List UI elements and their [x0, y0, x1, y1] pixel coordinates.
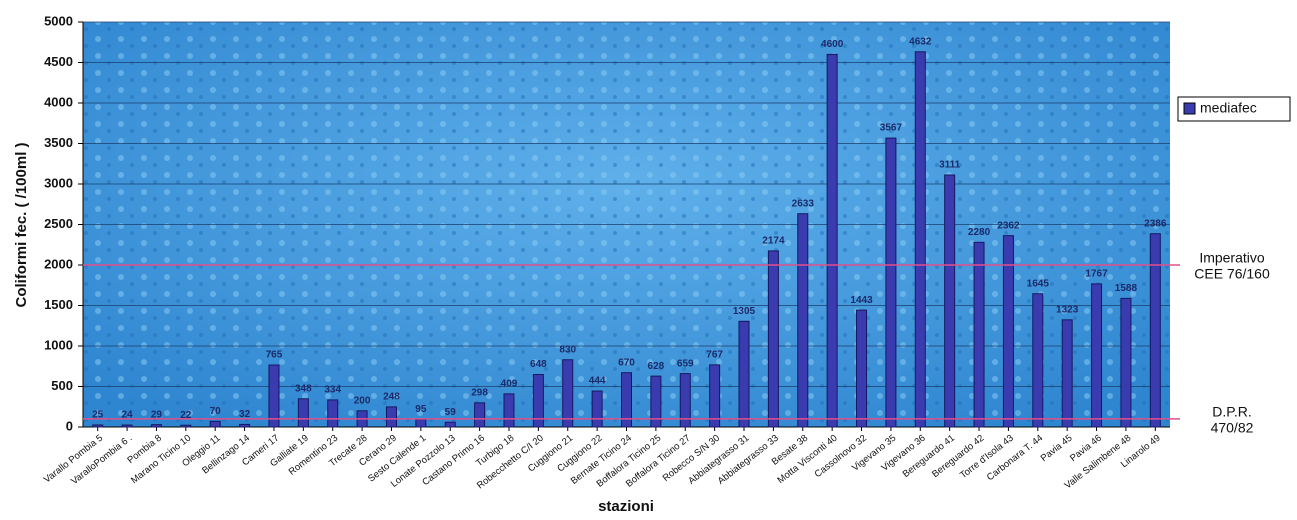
y-tick-label: 2500: [44, 216, 73, 231]
value-label: 1645: [1027, 278, 1050, 289]
bar: [739, 321, 749, 427]
bar: [475, 403, 485, 427]
bar: [298, 399, 308, 427]
y-tick-label: 2000: [44, 256, 73, 271]
bar: [1062, 320, 1072, 427]
bar: [181, 425, 191, 427]
reference-label: D.P.R.: [1212, 404, 1251, 420]
y-axis-title: Coliformi fec. ( /100ml ): [13, 142, 30, 307]
value-label: 2174: [762, 236, 785, 247]
value-label: 628: [648, 361, 665, 372]
bar: [798, 214, 808, 427]
value-label: 2633: [792, 198, 815, 209]
value-label: 2280: [968, 227, 991, 238]
value-label: 659: [677, 358, 694, 369]
bar: [592, 391, 602, 427]
bar: [504, 394, 514, 427]
bar: [386, 407, 396, 427]
reference-label: CEE 76/160: [1194, 266, 1270, 282]
value-label: 334: [324, 385, 341, 396]
y-tick-label: 4000: [44, 94, 73, 109]
reference-label: Imperativo: [1199, 250, 1265, 266]
value-label: 3567: [880, 123, 903, 134]
value-label: 1443: [850, 295, 873, 306]
bar: [886, 138, 896, 427]
y-tick-label: 3000: [44, 175, 73, 190]
value-label: 765: [266, 350, 283, 361]
value-label: 348: [295, 383, 312, 394]
bar: [974, 242, 984, 427]
y-tick-label: 1000: [44, 337, 73, 352]
value-label: 1305: [733, 306, 756, 317]
bar: [945, 175, 955, 427]
bar: [445, 422, 455, 427]
value-label: 2386: [1144, 218, 1167, 229]
value-label: 830: [559, 344, 576, 355]
y-tick-label: 4500: [44, 54, 73, 69]
bar: [827, 54, 837, 427]
value-label: 1767: [1085, 269, 1108, 280]
x-axis-title: stazioni: [598, 498, 654, 515]
bar: [1033, 294, 1043, 427]
value-label: 1588: [1115, 283, 1138, 294]
bar: [151, 425, 161, 427]
value-label: 767: [706, 350, 723, 361]
value-label: 59: [445, 407, 457, 418]
bar: [93, 425, 103, 427]
reference-label: 470/82: [1211, 420, 1254, 436]
value-label: 4600: [821, 39, 844, 50]
value-label: 200: [354, 395, 371, 406]
value-label: 3111: [939, 160, 961, 171]
bar: [416, 419, 426, 427]
value-label: 409: [501, 379, 518, 390]
value-label: 4632: [909, 36, 932, 47]
bar: [328, 400, 338, 427]
bar: [563, 360, 573, 427]
bar: [269, 365, 279, 427]
bar: [1121, 298, 1131, 427]
x-tick-label: Pavia 45: [1039, 433, 1075, 464]
value-label: 70: [210, 406, 222, 417]
y-tick-label: 3500: [44, 135, 73, 150]
y-tick-label: 0: [66, 418, 73, 433]
bar: [122, 425, 132, 427]
value-label: 1323: [1056, 304, 1079, 315]
value-label: 298: [471, 388, 488, 399]
bar: [710, 365, 720, 427]
value-label: 444: [589, 376, 606, 387]
legend-swatch: [1184, 103, 1195, 114]
bar: [768, 251, 778, 427]
bar: [915, 52, 925, 427]
y-tick-label: 500: [51, 378, 73, 393]
bar: [1150, 234, 1160, 427]
bar: [210, 421, 220, 427]
value-label: 95: [415, 404, 427, 415]
value-label: 248: [383, 392, 400, 403]
bar: [240, 424, 250, 427]
y-tick-label: 5000: [44, 13, 73, 28]
value-label: 2362: [997, 220, 1020, 231]
chart: Coliformi fec. ( /100ml ) stazioni media…: [0, 0, 1297, 515]
bar: [857, 310, 867, 427]
bar: [1092, 284, 1102, 427]
value-label: 670: [618, 357, 635, 368]
y-tick-label: 1500: [44, 297, 73, 312]
value-label: 648: [530, 359, 547, 370]
legend-label: mediafec: [1200, 100, 1257, 116]
